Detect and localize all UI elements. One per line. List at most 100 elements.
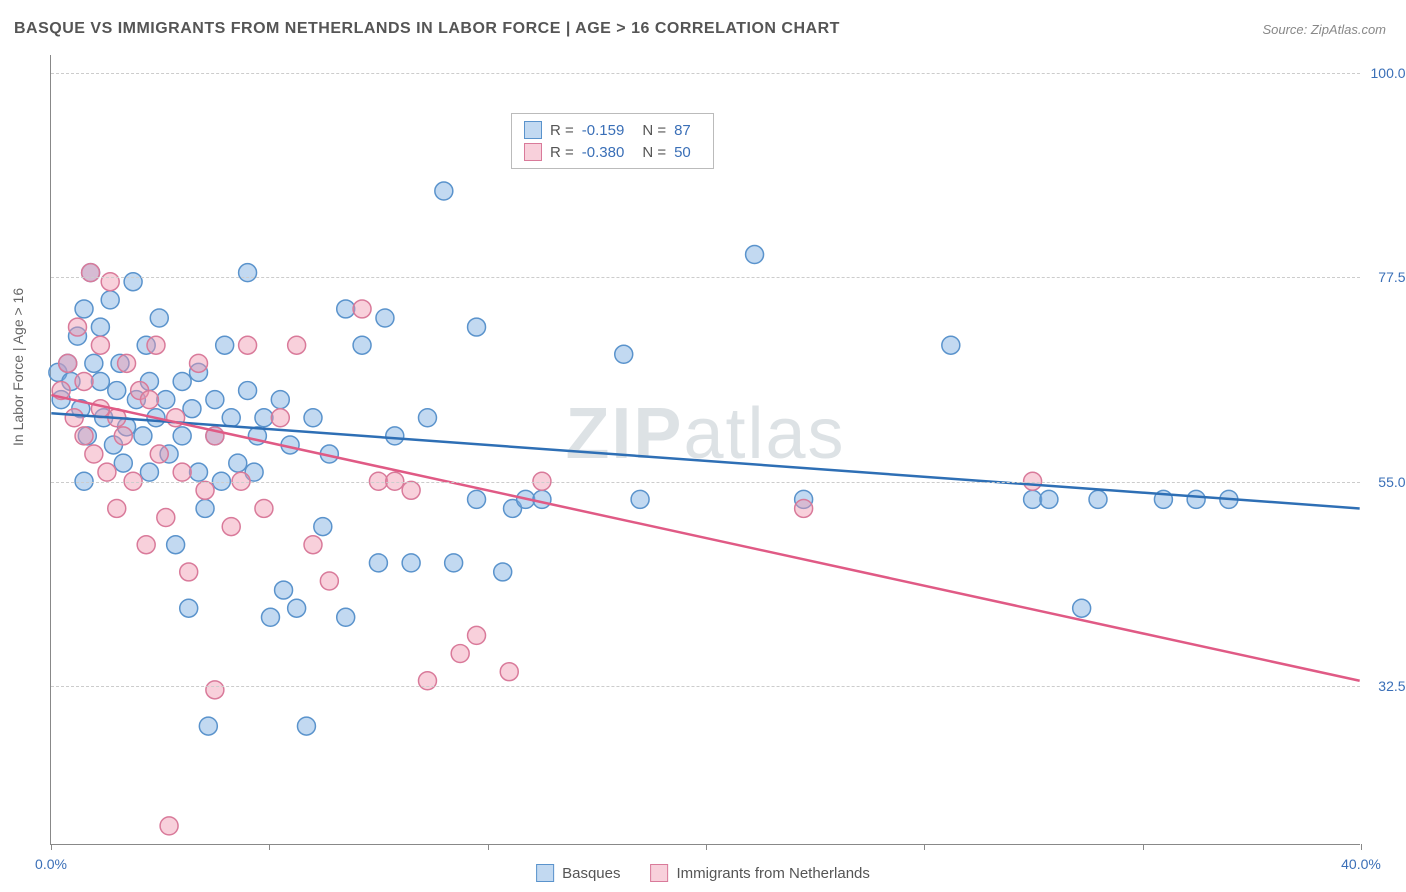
scatter-point [206,391,224,409]
scatter-point [140,391,158,409]
legend-label-basques: Basques [562,865,620,882]
x-tick [1361,844,1362,850]
x-tick-label: 0.0% [35,856,67,872]
x-tick [706,844,707,850]
scatter-point [239,382,257,400]
swatch-netherlands-icon [524,143,542,161]
scatter-point [196,481,214,499]
chart-title: BASQUE VS IMMIGRANTS FROM NETHERLANDS IN… [14,20,840,38]
scatter-point [98,463,116,481]
scatter-point [190,463,208,481]
legend-swatch-basques-icon [536,864,554,882]
scatter-point [114,454,132,472]
scatter-point [199,717,217,735]
n-label-1: N = [642,144,666,161]
scatter-point [288,599,306,617]
n-value-0: 87 [674,122,691,139]
scatter-point [615,345,633,363]
scatter-point [222,518,240,536]
r-value-0: -0.159 [582,122,625,139]
scatter-point [108,499,126,517]
scatter-point [314,518,332,536]
scatter-point [91,372,109,390]
scatter-point [402,554,420,572]
scatter-point [468,490,486,508]
r-value-1: -0.380 [582,144,625,161]
y-tick-label: 77.5% [1378,269,1406,285]
scatter-point [255,499,273,517]
scatter-point [108,382,126,400]
gridline-h [51,73,1360,74]
x-tick [488,844,489,850]
gridline-h [51,482,1360,483]
legend-item-basques: Basques [536,864,620,882]
scatter-point [180,599,198,617]
scatter-point [157,509,175,527]
scatter-point [353,300,371,318]
scatter-point [468,318,486,336]
scatter-point [134,427,152,445]
scatter-point [445,554,463,572]
scatter-point [118,354,136,372]
scatter-point [173,463,191,481]
source-label: Source: ZipAtlas.com [1262,22,1386,37]
scatter-point [239,264,257,282]
gridline-h [51,686,1360,687]
scatter-point [82,264,100,282]
r-label-1: R = [550,144,574,161]
scatter-point [150,445,168,463]
scatter-point [91,318,109,336]
stats-legend: R = -0.159 N = 87 R = -0.380 N = 50 [511,113,714,169]
scatter-point [114,427,132,445]
scatter-point [288,336,306,354]
scatter-point [85,445,103,463]
scatter-point [65,409,83,427]
scatter-point [451,645,469,663]
scatter-point [271,391,289,409]
x-tick [51,844,52,850]
scatter-point [1089,490,1107,508]
scatter-point [795,499,813,517]
scatter-point [304,409,322,427]
scatter-point [229,454,247,472]
x-tick-label: 40.0% [1341,856,1381,872]
scatter-point [500,663,518,681]
chart-container: BASQUE VS IMMIGRANTS FROM NETHERLANDS IN… [0,0,1406,892]
scatter-point [402,481,420,499]
scatter-point [124,273,142,291]
plot-svg [51,55,1360,844]
scatter-point [75,300,93,318]
legend-label-netherlands: Immigrants from Netherlands [676,865,869,882]
scatter-point [190,354,208,372]
scatter-point [369,554,387,572]
scatter-point [59,354,77,372]
scatter-point [140,463,158,481]
scatter-point [337,608,355,626]
scatter-point [337,300,355,318]
scatter-point [75,372,93,390]
scatter-point [271,409,289,427]
legend-item-netherlands: Immigrants from Netherlands [650,864,869,882]
scatter-point [746,246,764,264]
bottom-legend: Basques Immigrants from Netherlands [536,864,870,882]
scatter-point [222,409,240,427]
scatter-point [75,427,93,445]
scatter-point [418,409,436,427]
scatter-point [353,336,371,354]
scatter-point [160,817,178,835]
scatter-point [91,400,109,418]
scatter-point [1024,490,1042,508]
n-value-1: 50 [674,144,691,161]
scatter-point [1073,599,1091,617]
scatter-point [167,536,185,554]
scatter-point [376,309,394,327]
scatter-point [206,681,224,699]
scatter-point [180,563,198,581]
scatter-point [183,400,201,418]
gridline-h [51,277,1360,278]
stats-row-0: R = -0.159 N = 87 [524,119,701,141]
y-tick-label: 100.0% [1371,65,1406,81]
y-tick-label: 55.0% [1378,474,1406,490]
scatter-point [1040,490,1058,508]
x-tick [924,844,925,850]
